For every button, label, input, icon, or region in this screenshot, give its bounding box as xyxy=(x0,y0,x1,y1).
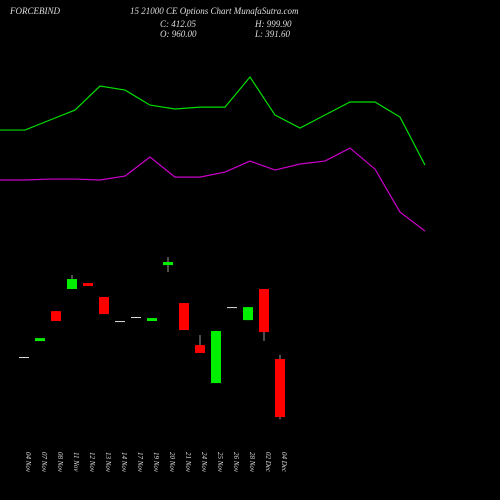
candle-body xyxy=(131,317,141,319)
candle-body xyxy=(83,283,93,287)
x-tick-label: 11 Nov xyxy=(72,452,80,472)
x-tick-label: 28 Nov xyxy=(248,452,256,473)
x-tick-label: 08 Nov xyxy=(56,452,64,473)
candle-body xyxy=(179,303,189,331)
symbol: FORCEBIND xyxy=(9,6,60,16)
low-label: L: 391.60 xyxy=(254,29,291,39)
candle-body xyxy=(51,311,61,322)
chart-title: 15 21000 CE Options Chart MunafaSutra.co… xyxy=(130,6,299,16)
x-tick-label: 24 Nov xyxy=(200,452,208,473)
x-tick-label: 19 Nov xyxy=(152,452,160,473)
close-label: C: 412.05 xyxy=(160,19,197,29)
high-label: H: 999.90 xyxy=(254,19,292,29)
x-tick-label: 07 Nov xyxy=(40,452,48,473)
candle-body xyxy=(147,318,157,322)
candle-body xyxy=(67,279,77,289)
candle-body xyxy=(243,307,253,321)
candle-body xyxy=(163,262,173,266)
candle-body xyxy=(259,288,269,333)
candle-body xyxy=(227,307,237,309)
x-tick-label: 13 Nov xyxy=(104,452,112,473)
candle-body xyxy=(35,338,45,342)
moving-average xyxy=(0,76,426,166)
x-tick-label: 25 Nov xyxy=(216,452,224,473)
moving-average xyxy=(0,147,426,232)
x-tick-label: 02 Dec xyxy=(264,452,272,473)
candle-body xyxy=(19,357,29,359)
x-tick-label: 04 Nov xyxy=(24,452,32,473)
candle-body xyxy=(115,321,125,323)
x-tick-label: 20 Nov xyxy=(168,452,176,473)
candle-body xyxy=(275,359,285,418)
candle-body xyxy=(195,345,205,354)
x-tick-label: 21 Nov xyxy=(184,452,192,473)
open-label: O: 960.00 xyxy=(160,29,197,39)
x-tick-label: 26 Nov xyxy=(232,452,240,473)
candle-body xyxy=(211,331,221,384)
candle-body xyxy=(99,297,109,315)
x-tick-label: 17 Nov xyxy=(136,452,144,473)
x-tick-label: 04 Dec xyxy=(280,452,288,473)
x-tick-label: 14 Nov xyxy=(120,452,128,473)
x-tick-label: 12 Nov xyxy=(88,452,96,473)
